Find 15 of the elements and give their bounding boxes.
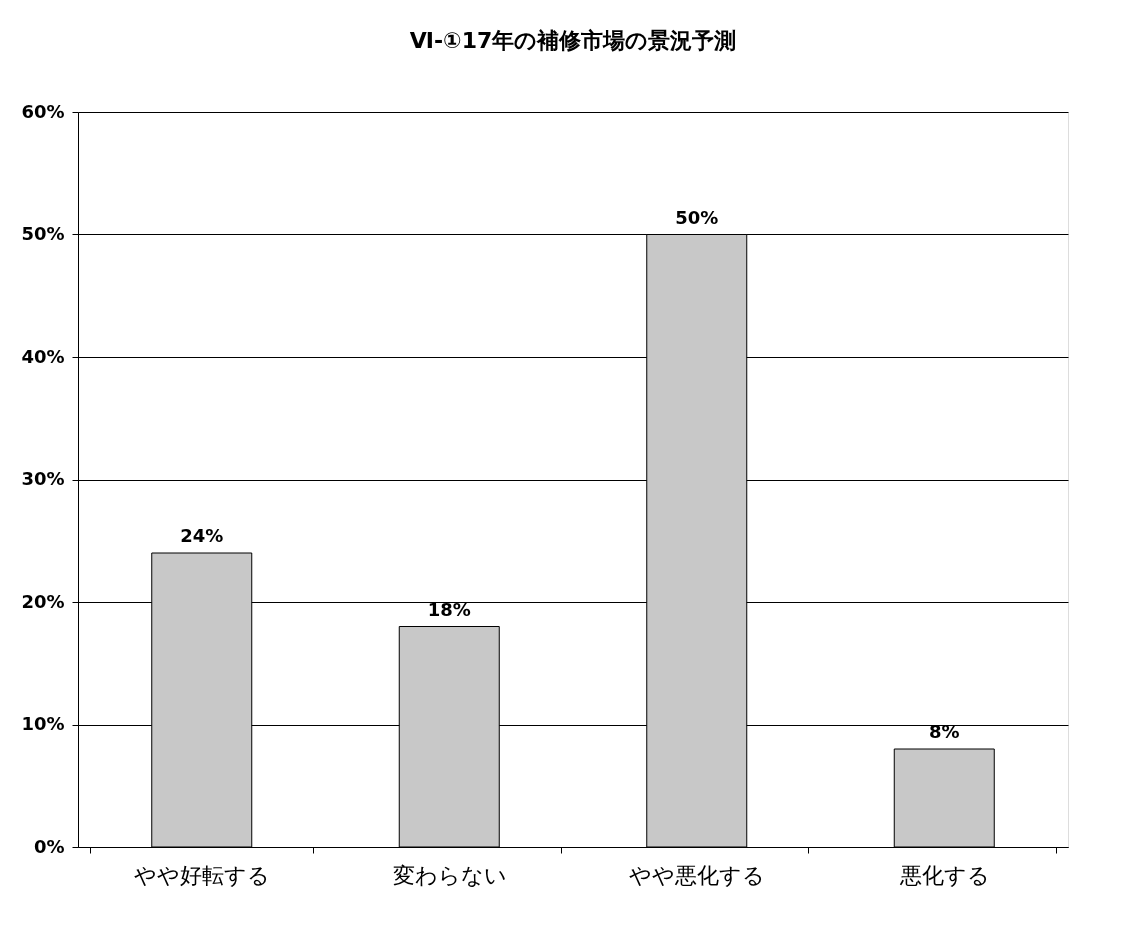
data-label: 18% — [427, 598, 471, 620]
x-tick-label: 悪化する — [898, 862, 990, 888]
y-tick-label: 0% — [33, 835, 65, 857]
y-tick-label: 60% — [21, 100, 65, 122]
y-tick-label: 10% — [21, 713, 65, 734]
x-tick-label: やや好転する — [134, 862, 271, 888]
y-tick-label: 50% — [21, 223, 65, 244]
x-tick-label: やや悪化する — [629, 862, 766, 888]
chart-title: Ⅵ-①17年の補修市場の景況予測 — [409, 28, 737, 53]
data-label: 24% — [180, 525, 224, 546]
x-tick-label: 変わらない — [392, 862, 507, 888]
data-label: 50% — [675, 206, 719, 228]
y-tick-label: 40% — [21, 345, 65, 367]
y-tick-label: 30% — [21, 468, 65, 489]
y-tick-label: 20% — [21, 590, 65, 612]
